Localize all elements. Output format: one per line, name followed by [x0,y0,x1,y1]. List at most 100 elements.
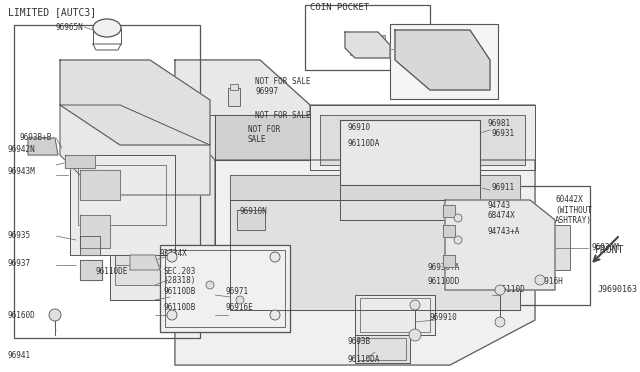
Bar [115,175,170,285]
Polygon shape [80,215,110,248]
Text: 94743: 94743 [487,201,510,209]
Bar [530,225,570,270]
Bar [355,335,410,363]
Bar [78,165,166,225]
Polygon shape [237,210,265,230]
Bar [305,5,430,70]
Circle shape [270,310,280,320]
Polygon shape [445,200,555,290]
Text: 9693B+B: 9693B+B [20,134,52,142]
Circle shape [495,285,505,295]
Text: 96110DE: 96110DE [95,267,127,276]
Polygon shape [443,205,455,217]
Text: 96971: 96971 [225,288,248,296]
Text: 96981: 96981 [488,119,511,128]
Polygon shape [443,225,455,237]
Polygon shape [320,115,525,165]
Circle shape [454,214,462,222]
Polygon shape [130,255,160,270]
Polygon shape [60,105,210,195]
Bar [115,180,165,210]
Circle shape [454,236,462,244]
Bar [348,128,472,178]
Bar [355,295,435,335]
Bar [165,250,285,327]
Text: 96110DA: 96110DA [348,356,380,365]
Text: J9690163: J9690163 [598,285,638,295]
Polygon shape [28,138,58,155]
Polygon shape [395,30,490,90]
Bar [230,84,238,90]
Polygon shape [230,200,520,310]
Bar [465,210,530,265]
Text: 96911: 96911 [492,183,515,192]
Ellipse shape [93,19,121,37]
Circle shape [167,252,177,262]
Text: 969910: 969910 [430,314,458,323]
Bar [350,35,385,55]
Text: 68474X: 68474X [487,211,515,219]
Polygon shape [230,175,520,200]
Text: LIMITED [AUTC3]: LIMITED [AUTC3] [8,7,96,17]
Bar [390,24,498,99]
Text: ASHTRAY): ASHTRAY) [555,215,592,224]
Text: 96937: 96937 [8,259,31,267]
Text: 96965N: 96965N [55,22,83,32]
Text: 96910N: 96910N [240,208,268,217]
Polygon shape [80,170,120,200]
Polygon shape [443,255,455,267]
Text: NOT FOR: NOT FOR [248,125,280,135]
Text: 96935: 96935 [8,231,31,241]
Bar [360,298,430,332]
Polygon shape [70,155,175,255]
Bar [470,215,525,260]
Polygon shape [110,165,175,300]
Bar [358,338,406,360]
Text: 96910: 96910 [348,124,371,132]
Bar [160,245,290,332]
Text: 96931: 96931 [492,128,515,138]
Bar [115,225,165,265]
Text: 68855M: 68855M [415,44,443,52]
Text: 96110DB: 96110DB [163,304,195,312]
Text: 96943M: 96943M [8,167,36,176]
Polygon shape [65,155,95,168]
Text: 96942N: 96942N [8,145,36,154]
Bar [14,25,200,338]
Text: NOT FOR SALE: NOT FOR SALE [255,110,310,119]
Text: 96930M: 96930M [592,244,620,253]
Text: 96110D: 96110D [497,285,525,295]
Text: (WITHOUT: (WITHOUT [555,205,592,215]
Circle shape [49,309,61,321]
Text: 93734X: 93734X [160,248,188,257]
Text: 60442X: 60442X [555,196,583,205]
Text: 96110DD: 96110DD [427,278,460,286]
Text: 96930+A: 96930+A [427,263,460,273]
Polygon shape [215,115,310,160]
Polygon shape [80,260,102,280]
Text: FRONT: FRONT [595,245,625,255]
Bar [228,88,240,106]
Text: 96997: 96997 [255,87,278,96]
Circle shape [410,300,420,310]
Polygon shape [310,105,535,170]
Bar [160,245,290,332]
Circle shape [167,310,177,320]
Polygon shape [340,120,480,185]
Text: 96160D: 96160D [8,311,36,320]
Polygon shape [175,160,535,365]
Bar [427,186,590,305]
Circle shape [409,329,421,341]
Text: NOT FOR SALE: NOT FOR SALE [255,77,310,87]
Text: 9693B: 9693B [348,337,371,346]
Polygon shape [175,115,215,300]
Text: 94743+A: 94743+A [487,228,520,237]
Text: COIN POCKET: COIN POCKET [310,3,369,13]
Polygon shape [80,236,100,255]
Polygon shape [175,60,310,160]
Circle shape [270,252,280,262]
Text: SALE: SALE [248,135,266,144]
Text: (28318): (28318) [163,276,195,285]
Text: 96916H: 96916H [535,278,563,286]
Polygon shape [345,32,390,58]
